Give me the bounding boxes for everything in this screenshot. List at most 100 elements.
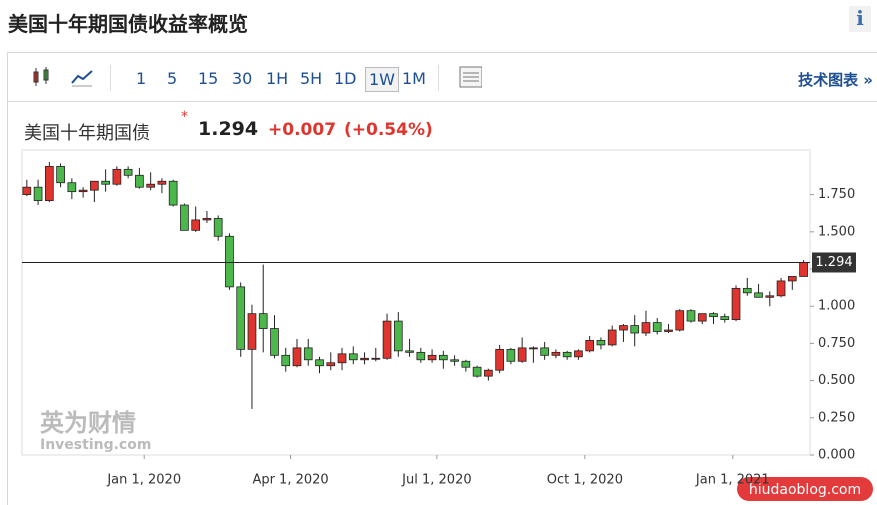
candle-body [326,362,336,367]
interval-button[interactable]: 30 [232,69,253,88]
candle-body [551,351,561,356]
candle-body [405,350,414,353]
candle-body [213,218,223,237]
candle-body [607,329,617,346]
page-title: 美国十年期国债收益率概览 [8,12,248,36]
y-tick-label: 0.500 [818,373,855,388]
candle-body [371,357,381,360]
x-tick-label: Jan 1, 2020 [106,473,181,488]
candle-body [22,186,32,196]
x-tick-label: Apr 1, 2020 [252,473,328,488]
instrument-name: 美国十年期国债 [24,123,150,144]
separator [438,65,439,91]
candle-body [675,310,685,331]
candle-body [236,286,246,350]
candle-body [799,262,808,277]
interval-button[interactable]: 1W [365,67,399,92]
interval-button[interactable]: 1 [136,69,147,88]
candle-body [742,287,752,294]
candle-body [754,292,763,298]
watermark-brand: 英为财情 [40,409,136,437]
last-price-tag [812,252,856,273]
candle-body [56,165,65,184]
candle-body [191,219,201,231]
candle-body [101,180,110,185]
blog-name: hiudaoblog.com [749,482,861,498]
candle-body [686,310,696,322]
blog-badge [737,477,873,501]
interval-button[interactable]: 1M [402,69,426,88]
candle-body [787,276,797,282]
candle-body [157,180,167,185]
y-tick-label: 0.750 [818,336,855,351]
y-tick-label: 1.750 [818,187,855,202]
candle-body [123,168,133,176]
candle-body [112,168,122,185]
candle-body [168,180,178,206]
separator [110,65,111,91]
candle-body [506,348,516,362]
candle-body [348,353,358,361]
candle-body [247,313,257,350]
interval-button[interactable]: 1D [334,69,357,88]
candle-body [292,347,302,367]
candle-body [258,313,268,329]
candle-body [44,165,54,201]
y-tick-label: 0.250 [818,410,855,425]
candle-body [202,218,212,221]
candle-body [517,347,527,362]
y-tick-label: 0.000 [818,448,855,463]
candle-body [585,340,595,352]
candle-body [765,295,775,298]
y-tick-label: 1.000 [818,299,855,314]
interval-button[interactable]: 5 [167,69,178,88]
candle-body [484,369,493,377]
candle-body [67,182,77,193]
candle-body [529,347,538,350]
candle-body [382,320,392,359]
candle-body [630,325,640,334]
candle-body [146,183,155,188]
candle-body [461,360,471,368]
tech-chart-link[interactable]: 技术图表 » [798,71,873,89]
candle-body [495,348,504,371]
candle-body [720,316,730,321]
candle-icon[interactable] [30,65,54,89]
candle-body [697,313,707,322]
candle-body [450,359,459,362]
candle-body [776,280,786,297]
candle-body [574,350,583,358]
interval-button[interactable]: 5H [300,69,323,88]
candle-body [427,354,437,361]
candle-body [270,328,279,356]
candle-body [33,186,43,201]
settings-icon[interactable] [458,65,482,89]
x-tick-label: Jan 1, 2021 [695,473,770,488]
candle-body [393,320,403,352]
candle-body [78,189,88,193]
x-tick-label: Jul 1, 2020 [401,473,471,488]
candle-body [641,322,651,334]
candle-body [135,174,144,188]
chart-panel: 技术图表 » 1 5 15 30 1H 5H 1D 1W 1M 美国十年期国债 * 1.294 … [7,52,877,505]
candle-body [281,354,291,367]
y-tick-label: 1.500 [818,224,855,239]
line-icon[interactable] [70,65,94,89]
candle-body [652,322,662,332]
change: +0.007 [268,120,337,140]
info-button[interactable]: i [849,6,871,32]
candle-body [438,354,448,361]
interval-button[interactable]: 15 [198,69,219,88]
candle-body [225,235,234,288]
star: * [181,109,188,125]
candle-body [180,204,189,231]
x-tick-label: Oct 1, 2020 [547,473,623,488]
candle-body [596,340,606,346]
watermark-site: Investing.com [40,437,151,453]
interval-button[interactable]: 1H [266,69,289,88]
candle-body [619,325,628,331]
candle-body [303,347,313,361]
candle-body [416,351,426,361]
